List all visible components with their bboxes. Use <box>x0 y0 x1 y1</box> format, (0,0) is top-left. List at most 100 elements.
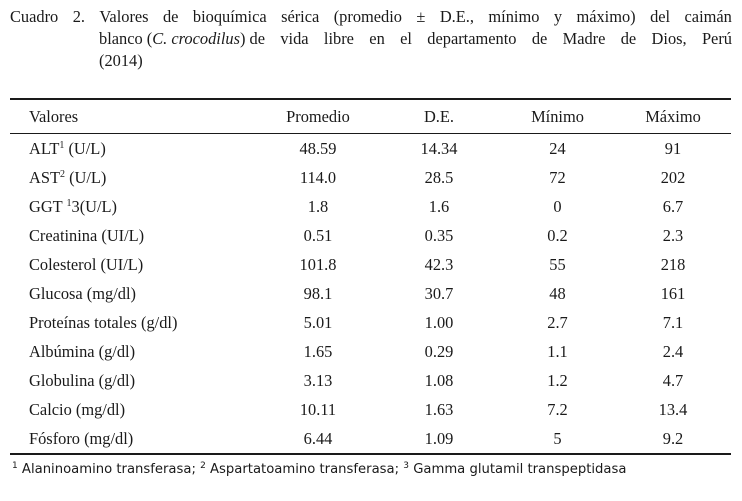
table-caption: Cuadro 2. Valores de bioquímica sérica (promed… <box>10 6 732 72</box>
row-label: Glucosa (mg/dl) <box>10 279 258 308</box>
caption-word: en <box>369 29 385 48</box>
cell-de: 1.08 <box>424 370 454 390</box>
cell-minimo: 72 <box>549 167 566 187</box>
row-label-text: Creatinina (UI/L) <box>29 225 145 245</box>
footnote-text: Aspartatoamino transferasa; <box>205 462 404 477</box>
table-body: ALT1 (U/L) 48.59 14.34 24 91 AST2 (U/L) 114.0 2… <box>10 134 731 454</box>
cell-maximo: 9.2 <box>662 428 684 448</box>
caption-word: y <box>553 7 563 26</box>
caption-word: máximo) <box>576 7 636 26</box>
cell-promedio: 1.8 <box>307 196 329 216</box>
caption-word: Madre <box>562 29 606 48</box>
row-label-unit: (U/L) <box>64 138 106 158</box>
caption-word: Valores <box>99 7 149 26</box>
caption-word: de <box>162 7 179 26</box>
row-label-text: AST <box>29 167 60 187</box>
caption-word: de <box>531 29 548 48</box>
table-row: Fósforo (mg/dl) 6.44 1.09 5 9.2 <box>10 424 731 454</box>
footnote-number: 3 <box>403 461 409 471</box>
footnote-text: Alaninoamino transferasa; <box>17 462 201 477</box>
cell-promedio: 1.65 <box>303 341 333 361</box>
row-label: Creatinina (UI/L) <box>10 221 258 250</box>
caption-line-2: blanco (C. crocodilus) de vida libre en el de… <box>99 28 732 50</box>
table-header-row: Valores Promedio D.E. Mínimo Máximo <box>10 99 731 134</box>
caption-word: Cuadro <box>10 7 59 26</box>
row-label-text: Calcio (mg/dl) <box>29 399 126 419</box>
footnote-number: 1 <box>12 461 18 471</box>
cell-maximo: 13.4 <box>658 399 688 419</box>
cell-maximo: 2.4 <box>662 341 684 361</box>
cell-de: 14.34 <box>420 138 458 158</box>
header-minimo: Mínimo <box>531 106 584 126</box>
footnote-marker: 2 <box>59 168 65 180</box>
table-row: Calcio (mg/dl) 10.11 1.63 7.2 13.4 <box>10 395 731 424</box>
footnote-text: Gamma glutamil transpeptidasa <box>409 462 627 477</box>
cell-de: 1.63 <box>424 399 454 419</box>
caption-word: 2. <box>72 7 85 26</box>
row-label-text: Proteínas totales (g/dl) <box>29 312 178 332</box>
caption-word: D.E., <box>439 7 474 26</box>
caption-line-2-wrap: blanco (C. crocodilus) de vida libre en el de… <box>10 28 732 50</box>
cell-maximo: 2.3 <box>662 225 684 245</box>
caption-species-name: C. crocodilus <box>152 29 240 48</box>
row-label: AST2 (U/L) <box>10 163 258 192</box>
row-label-text: Glucosa (mg/dl) <box>29 283 136 303</box>
caption-word: bioquímica <box>192 7 267 26</box>
row-label-text: GGT <box>29 196 67 216</box>
row-label: Globulina (g/dl) <box>10 366 258 395</box>
caption-word: mínimo <box>488 7 540 26</box>
cell-promedio: 5.01 <box>303 312 333 332</box>
header-promedio: Promedio <box>286 106 350 126</box>
caption-word: Perú <box>701 29 732 48</box>
caption-word: sérica <box>281 7 320 26</box>
biochemistry-table: Valores Promedio D.E. Mínimo Máximo ALT1… <box>10 98 731 455</box>
caption-word: (promedio <box>333 7 402 26</box>
row-label-text: Fósforo (mg/dl) <box>29 428 134 448</box>
caption-word: el <box>400 29 412 48</box>
header-de: D.E. <box>423 106 455 126</box>
row-label-text: Globulina (g/dl) <box>29 370 136 390</box>
caption-line-3: (2014) <box>99 51 143 70</box>
cell-promedio: 3.13 <box>303 370 333 390</box>
row-label: Colesterol (UI/L) <box>10 250 258 279</box>
table-row: Albúmina (g/dl) 1.65 0.29 1.1 2.4 <box>10 337 731 366</box>
cell-de: 28.5 <box>424 167 454 187</box>
cell-promedio: 0.51 <box>303 225 333 245</box>
row-label: GGT 13(U/L) <box>10 192 258 221</box>
cell-maximo: 6.7 <box>662 196 684 216</box>
row-label-unit: (U/L) <box>64 167 107 187</box>
row-label-text: Colesterol (UI/L) <box>29 254 144 274</box>
caption-word: ± <box>416 7 426 26</box>
cell-promedio: 6.44 <box>303 428 333 448</box>
table-row: Glucosa (mg/dl) 98.1 30.7 48 161 <box>10 279 731 308</box>
row-label-unit: 3(U/L) <box>71 196 118 216</box>
header-maximo: Máximo <box>645 106 701 126</box>
table-row: ALT1 (U/L) 48.59 14.34 24 91 <box>10 134 731 164</box>
footnote-marker: 1 <box>66 197 72 209</box>
footnote-marker: 1 <box>59 139 65 151</box>
caption-word: ) <box>239 29 246 48</box>
cell-de: 30.7 <box>424 283 454 303</box>
caption-word-group: blanco (C. crocodilus) de <box>99 28 265 50</box>
cell-minimo: 7.2 <box>547 399 568 419</box>
caption-word: vida <box>280 29 309 48</box>
footnote-number: 2 <box>200 461 206 471</box>
cell-promedio: 48.59 <box>299 138 337 158</box>
caption-word: libre <box>323 29 354 48</box>
cell-de: 0.29 <box>424 341 454 361</box>
cell-maximo: 202 <box>660 167 686 187</box>
row-label: Fósforo (mg/dl) <box>10 424 258 454</box>
table-row: AST2 (U/L) 114.0 28.5 72 202 <box>10 163 731 192</box>
cell-minimo: 24 <box>549 138 566 158</box>
cell-minimo: 5 <box>553 428 562 448</box>
cell-maximo: 91 <box>664 138 682 158</box>
cell-de: 1.00 <box>424 312 454 332</box>
caption-word: caimán <box>684 7 732 26</box>
caption-word: departamento <box>427 29 517 48</box>
cell-de: 42.3 <box>424 254 454 274</box>
cell-promedio: 98.1 <box>303 283 333 303</box>
caption-word: de <box>249 29 266 48</box>
cell-minimo: 1.2 <box>547 370 568 390</box>
cell-minimo: 48 <box>549 283 566 303</box>
cell-promedio: 101.8 <box>299 254 337 274</box>
